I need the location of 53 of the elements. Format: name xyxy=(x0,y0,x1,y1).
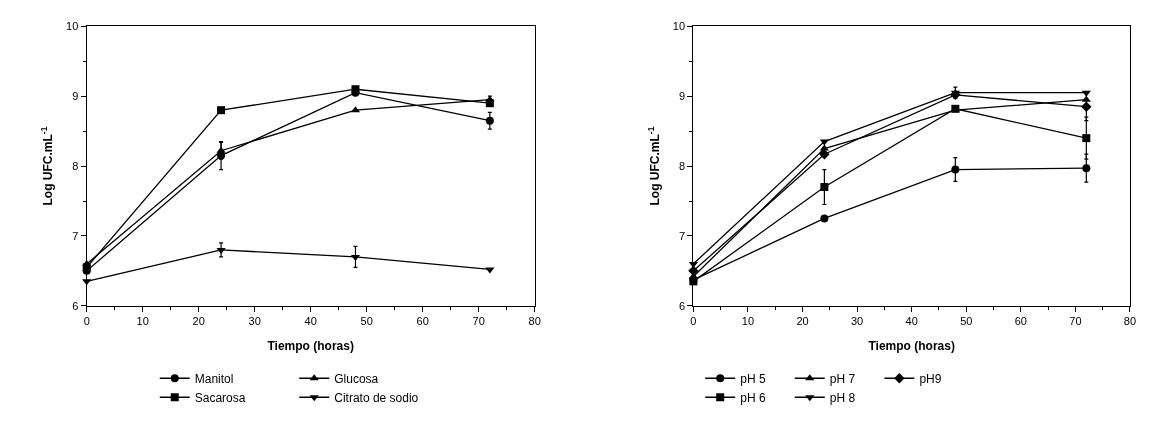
point xyxy=(82,279,92,286)
y-tick-label: 9 xyxy=(72,90,79,103)
x-tick-label: 10 xyxy=(136,315,149,328)
x-tick-label: 70 xyxy=(472,315,485,328)
point xyxy=(819,149,830,160)
x-tick-label: 30 xyxy=(248,315,261,328)
x-tick-label: 40 xyxy=(905,315,918,328)
y-tick-label: 8 xyxy=(72,159,79,172)
point xyxy=(351,85,360,94)
y-tick-label: 10 xyxy=(672,20,686,33)
x-tick-label: 0 xyxy=(690,315,697,328)
legend-label: Sacarosa xyxy=(194,390,246,405)
y-tick-label: 8 xyxy=(678,159,686,172)
x-axis-title: Tiempo (horas) xyxy=(267,339,354,354)
legend-label: pH9 xyxy=(919,371,942,386)
x-tick-label: 70 xyxy=(1069,315,1082,328)
point xyxy=(1081,95,1091,102)
y-tick-label: 7 xyxy=(678,229,686,242)
legend-label: pH 5 xyxy=(740,371,766,386)
point xyxy=(951,165,960,174)
y-tick-label: 6 xyxy=(678,299,686,312)
point xyxy=(820,183,829,192)
legend-label: pH 8 xyxy=(829,390,856,405)
x-tick-label: 60 xyxy=(416,315,429,328)
x-tick-label: 50 xyxy=(360,315,373,328)
point xyxy=(216,146,226,153)
x-tick-label: 10 xyxy=(741,315,755,328)
point xyxy=(216,247,226,254)
x-tick-label: 60 xyxy=(1014,315,1027,328)
point xyxy=(951,104,960,113)
legend-label: Citrato de sodio xyxy=(334,390,419,405)
x-tick-label: 80 xyxy=(528,315,541,328)
x-axis-title: Tiempo (horas) xyxy=(868,339,955,354)
y-tick-label: 6 xyxy=(72,299,79,312)
x-tick-label: 30 xyxy=(850,315,864,328)
x-tick-label: 80 xyxy=(1123,315,1137,328)
point xyxy=(217,106,226,115)
legend-label: pH 6 xyxy=(740,390,766,405)
y-tick-label: 9 xyxy=(678,90,686,103)
y-tick-label: 7 xyxy=(72,229,79,242)
legend-label: Glucosa xyxy=(334,371,379,386)
point xyxy=(1082,134,1091,143)
y-tick-label: 10 xyxy=(66,20,79,33)
legend-label: Manitol xyxy=(194,371,234,386)
x-tick-label: 20 xyxy=(192,315,205,328)
x-tick-label: 20 xyxy=(796,315,809,328)
legend-label: pH 7 xyxy=(829,371,856,386)
point xyxy=(485,116,494,125)
x-tick-label: 50 xyxy=(960,315,973,328)
x-tick-label: 0 xyxy=(83,315,90,328)
point xyxy=(1082,164,1091,173)
x-tick-label: 40 xyxy=(304,315,317,328)
point xyxy=(1081,101,1092,112)
